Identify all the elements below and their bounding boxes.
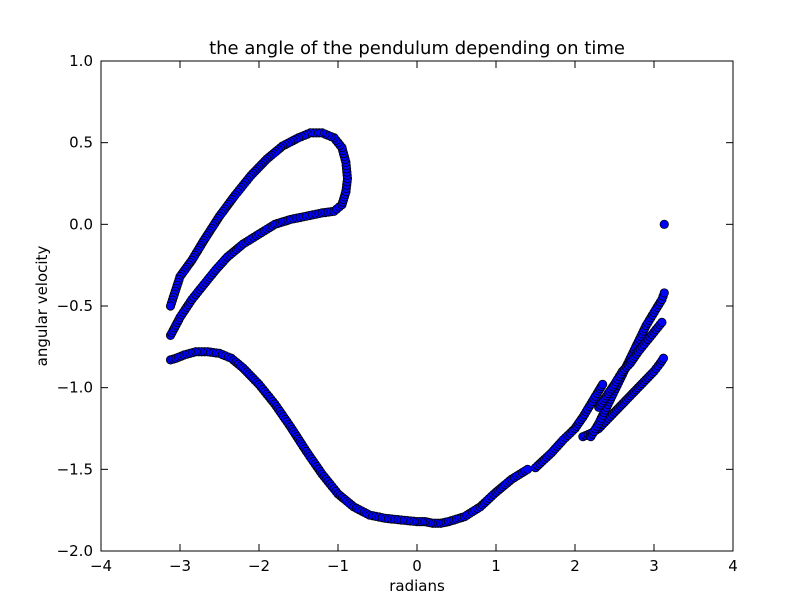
x-tick-label: 0 [412, 557, 422, 575]
y-tick-label: 0.5 [69, 134, 93, 152]
data-point [659, 288, 669, 298]
data-point [522, 464, 533, 474]
x-axis-label: radians [389, 577, 445, 595]
scatter-points [165, 128, 669, 528]
x-tick-label: −2 [248, 557, 270, 575]
x-tick-label: 4 [728, 557, 738, 575]
x-axis: −4 −3 −2 −1 0 1 2 3 4 [90, 61, 738, 575]
x-tick-label: 3 [649, 557, 659, 575]
data-point [657, 317, 667, 327]
x-tick-label: −1 [327, 557, 349, 575]
y-tick-label: −1.5 [57, 460, 93, 478]
data-point [659, 219, 669, 229]
y-axis-label: angular velocity [33, 246, 51, 367]
data-point [165, 301, 176, 311]
data-point [658, 353, 669, 363]
y-axis: 1.0 0.5 0.0 −0.5 −1.0 −1.5 −2.0 [57, 52, 733, 560]
data-point [598, 379, 608, 389]
chart-title: the angle of the pendulum depending on t… [209, 38, 625, 59]
y-tick-label: 0.0 [69, 215, 93, 233]
y-tick-label: 1.0 [69, 52, 93, 70]
x-tick-label: 1 [491, 557, 501, 575]
y-tick-label: −0.5 [57, 297, 93, 315]
y-tick-label: −2.0 [57, 542, 93, 560]
x-tick-label: −4 [90, 557, 112, 575]
y-tick-label: −1.0 [57, 379, 93, 397]
x-tick-label: −3 [169, 557, 191, 575]
x-tick-label: 2 [570, 557, 580, 575]
